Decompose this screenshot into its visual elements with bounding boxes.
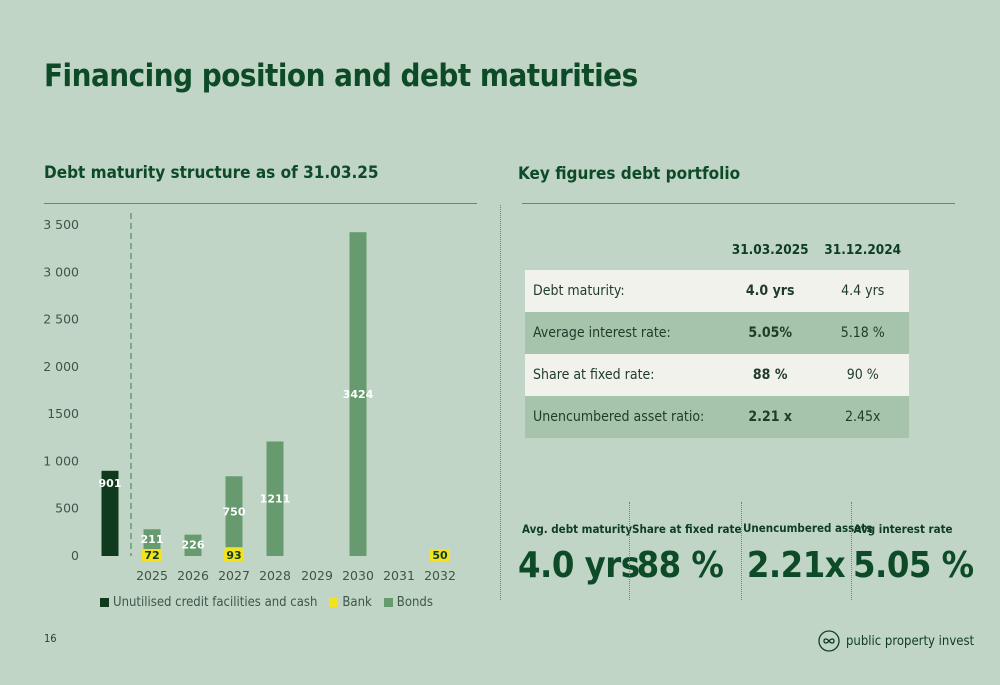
kpi-divider <box>851 502 852 600</box>
legend-swatch-bonds <box>383 598 393 607</box>
bank-label-bg <box>430 549 450 561</box>
kpi-value-debt-maturity: 4.0 yrs <box>518 545 640 586</box>
legend-item-cash: Unutilised credit facilities and cash <box>100 595 317 610</box>
row-current: 5.05% <box>723 312 817 354</box>
x-tick-label: 2031 <box>383 568 415 583</box>
kpi-divider <box>741 502 742 600</box>
legend-item-bonds: Bonds <box>383 595 433 610</box>
key-figures-table: 31.03.2025 31.12.2024 Debt maturity: 4.0… <box>525 230 909 438</box>
header-previous: 31.12.2024 <box>824 242 902 258</box>
legend-label-cash: Unutilised credit facilities and cash <box>113 595 318 610</box>
row-current: 4.0 yrs <box>723 270 817 312</box>
page-title: Financing position and debt maturities <box>44 58 638 94</box>
row-previous: 90 % <box>816 354 909 396</box>
row-previous: 4.4 yrs <box>816 270 909 312</box>
data-label-bonds: 3424 <box>343 388 374 401</box>
row-label: Debt maturity: <box>525 270 724 312</box>
company-logo: public property invest <box>818 630 974 652</box>
key-figures-section-rule <box>522 203 955 204</box>
infinity-circle-icon <box>818 630 840 652</box>
y-tick-label: 1500 <box>47 406 79 421</box>
y-tick-label: 3 000 <box>43 264 79 279</box>
legend-swatch-bank <box>329 598 339 607</box>
bar-unutilised-cash <box>101 470 119 556</box>
page-number: 16 <box>44 632 57 645</box>
x-tick-label: 2025 <box>136 568 168 583</box>
key-figures-section-title: Key figures debt portfolio <box>518 164 741 184</box>
section-divider <box>500 205 501 600</box>
y-tick-label: 500 <box>55 501 79 516</box>
kpi-value-interest-rate: 5.05 % <box>853 545 974 586</box>
chart-section-title: Debt maturity structure as of 31.03.25 <box>44 163 379 183</box>
y-tick-label: 3 500 <box>43 217 79 232</box>
row-current: 88 % <box>723 354 817 396</box>
row-current: 2.21 x <box>723 396 817 438</box>
row-label: Average interest rate: <box>525 312 724 354</box>
table-row: Unencumbered asset ratio: 2.21 x 2.45x <box>525 396 909 438</box>
table-row: Average interest rate: 5.05% 5.18 % <box>525 312 909 354</box>
logo-text: public property invest <box>846 633 975 649</box>
legend-item-bank: Bank <box>329 595 372 610</box>
legend-label-bonds: Bonds <box>396 595 433 610</box>
data-label-bonds: 226 <box>182 539 205 552</box>
header-empty <box>525 230 724 270</box>
legend-swatch-cash <box>100 598 109 607</box>
kpi-label-debt-maturity: Avg. debt maturity <box>522 522 633 536</box>
data-label-bank: 72 <box>144 549 159 562</box>
header-current: 31.03.2025 <box>731 242 809 258</box>
kpi-label-unencumbered: Unencumbered assets <box>743 521 873 535</box>
bar-bonds-2028 <box>266 441 284 556</box>
legend-label-bank: Bank <box>342 595 372 610</box>
chart-legend: Unutilised credit facilities and cash Ba… <box>100 595 433 610</box>
kpi-divider <box>629 502 630 600</box>
data-label-bonds: 1211 <box>260 493 291 506</box>
bank-label-bg <box>224 549 244 561</box>
x-tick-label: 2026 <box>177 568 209 583</box>
y-tick-label: 2 500 <box>43 312 79 327</box>
bar-bonds-2027 <box>225 476 243 548</box>
data-label-bank: 93 <box>226 549 241 562</box>
row-label: Share at fixed rate: <box>525 354 724 396</box>
row-label: Unencumbered asset ratio: <box>525 396 724 438</box>
kpi-value-fixed-rate: 88 % <box>636 545 724 586</box>
key-figures-header-row: 31.03.2025 31.12.2024 <box>525 230 909 270</box>
y-tick-label: 1 000 <box>43 453 79 468</box>
x-tick-label: 2028 <box>259 568 291 583</box>
row-previous: 2.45x <box>816 396 909 438</box>
chart-section-rule <box>44 203 477 204</box>
table-row: Debt maturity: 4.0 yrs 4.4 yrs <box>525 270 909 312</box>
y-tick-label: 2 000 <box>43 359 79 374</box>
bar-bonds-2026 <box>184 534 202 556</box>
x-tick-label: 2032 <box>424 568 456 583</box>
kpi-label-fixed-rate: Share at fixed rate <box>632 522 742 536</box>
table-row: Share at fixed rate: 88 % 90 % <box>525 354 909 396</box>
kpi-label-interest-rate: Avg interest rate <box>853 522 953 536</box>
bank-label-bg <box>142 549 162 561</box>
bar-bonds-2030 <box>349 232 367 556</box>
data-label-bank: 50 <box>432 549 448 562</box>
row-previous: 5.18 % <box>816 312 909 354</box>
bar-bonds-2025 <box>143 529 161 550</box>
kpi-value-unencumbered: 2.21x <box>746 545 846 586</box>
x-tick-label: 2027 <box>218 568 250 583</box>
x-tick-label: 2029 <box>301 568 333 583</box>
y-tick-label: 0 <box>71 548 79 563</box>
data-label-bonds: 750 <box>223 506 246 519</box>
data-label-cash: 901 <box>99 477 122 490</box>
data-label-bonds: 211 <box>141 533 164 546</box>
x-tick-label: 2030 <box>342 568 374 583</box>
